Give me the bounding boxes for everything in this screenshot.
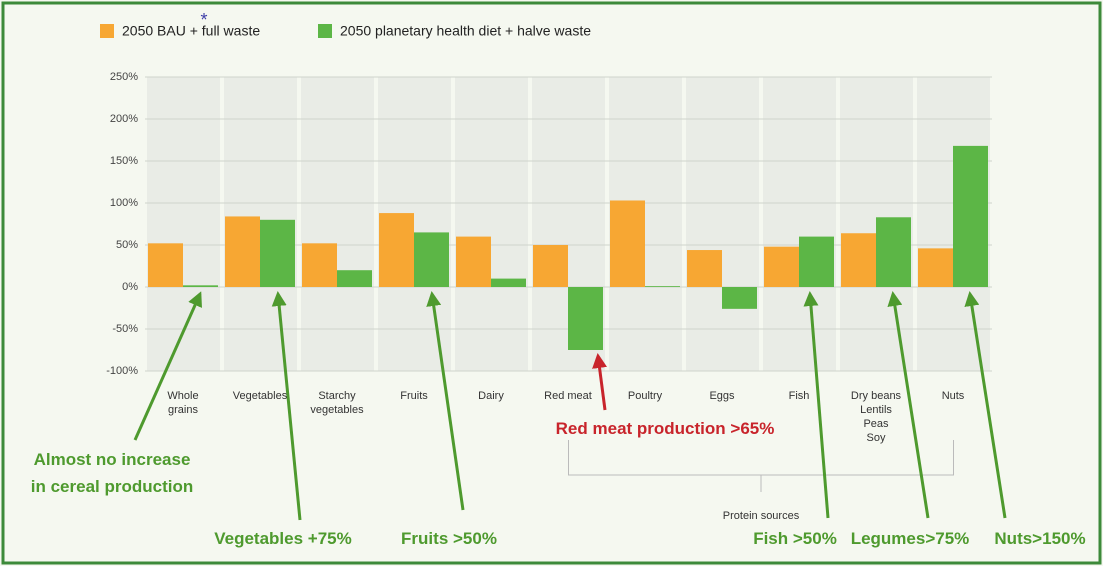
bar xyxy=(799,236,834,287)
annotation-arrow xyxy=(426,291,465,511)
x-tick-label: Nuts xyxy=(941,390,965,402)
annotation: Vegetables +75% xyxy=(214,529,352,548)
annotation-arrow xyxy=(803,291,830,519)
bar xyxy=(225,216,260,287)
y-tick-label: -50% xyxy=(112,323,138,335)
legend-label: 2050 planetary health diet + halve waste xyxy=(340,23,591,39)
bar xyxy=(876,217,911,287)
legend-swatch xyxy=(318,24,332,38)
y-tick-label: 250% xyxy=(110,71,138,83)
annotation: Legumes>75% xyxy=(850,529,970,548)
bar xyxy=(953,145,988,287)
annotation-arrow xyxy=(133,291,202,441)
y-tick-label: 150% xyxy=(110,155,138,167)
y-tick-label: 200% xyxy=(110,113,138,125)
bar xyxy=(610,200,645,287)
bar xyxy=(764,246,799,287)
annotation-arrow xyxy=(887,291,930,519)
bar xyxy=(260,219,295,287)
bracket xyxy=(568,440,954,492)
x-tick-label: Eggs xyxy=(709,390,735,402)
legend-mark: * xyxy=(200,10,207,30)
bar xyxy=(568,287,603,350)
bar xyxy=(533,245,568,287)
bar xyxy=(414,232,449,287)
category-band xyxy=(763,77,836,371)
legend-swatch xyxy=(100,24,114,38)
bar xyxy=(841,233,876,287)
y-tick-label: 0% xyxy=(122,281,138,293)
bar xyxy=(687,250,722,287)
bar xyxy=(337,270,372,287)
annotation: Red meat production >65% xyxy=(555,419,775,438)
bar xyxy=(302,243,337,287)
annotation-arrow xyxy=(271,291,302,521)
bar xyxy=(491,278,526,287)
category-band xyxy=(301,77,374,371)
bar xyxy=(183,285,218,287)
annotation: Fruits >50% xyxy=(401,529,497,548)
x-tick-label: Fruits xyxy=(400,390,428,402)
bar xyxy=(722,287,757,309)
bar xyxy=(379,213,414,287)
annotation: Fish >50% xyxy=(753,529,837,548)
bar xyxy=(456,236,491,287)
x-tick-label: Dairy xyxy=(478,390,504,402)
x-tick-label: Poultry xyxy=(627,390,663,402)
group-label: Protein sources xyxy=(723,510,800,522)
category-band xyxy=(147,77,220,371)
annotation: Almost no increase in cereal production xyxy=(30,450,194,496)
bar xyxy=(148,243,183,287)
x-tick-label: Whole grains xyxy=(167,390,199,416)
bar xyxy=(645,286,680,287)
annotation-arrow xyxy=(964,291,1007,519)
x-tick-label: Vegetables xyxy=(232,390,288,402)
x-tick-label: Fish xyxy=(788,390,810,402)
x-tick-label: Starchy vegetables xyxy=(310,390,364,416)
x-tick-label: Dry beans Lentils Peas Soy xyxy=(850,390,902,444)
bar xyxy=(918,248,953,287)
annotation: Nuts>150% xyxy=(994,529,1086,548)
y-tick-label: -100% xyxy=(106,365,138,377)
y-tick-label: 100% xyxy=(110,197,138,209)
y-tick-label: 50% xyxy=(116,239,138,251)
category-band xyxy=(686,77,759,371)
annotation-arrow xyxy=(592,353,607,411)
x-tick-label: Red meat xyxy=(544,390,592,402)
legend-label: 2050 BAU + full waste xyxy=(122,23,260,39)
category-band xyxy=(455,77,528,371)
